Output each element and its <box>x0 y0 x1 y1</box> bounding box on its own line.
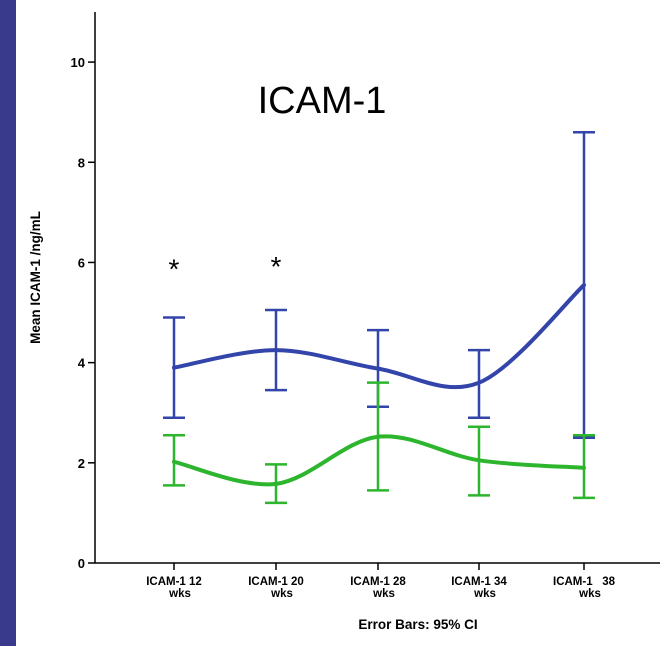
labels-layer: Mean ICAM-1 /ng/mL Error Bars: 95% CI ICAM… <box>28 80 478 632</box>
data-point <box>583 284 585 286</box>
data-point <box>478 459 480 461</box>
series-0 <box>163 130 595 440</box>
data-point <box>173 367 175 369</box>
x-tick-label: ICAM-1 20 wks <box>248 576 304 600</box>
data-point <box>275 349 277 351</box>
series-1 <box>163 381 595 505</box>
y-axis-title: Mean ICAM-1 /ng/mL <box>28 211 43 344</box>
y-tick-label: 0 <box>78 556 85 571</box>
data-point <box>377 368 379 370</box>
series-layer <box>163 130 595 505</box>
x-tick-label: ICAM-1 12 wks <box>146 576 202 600</box>
data-point <box>478 382 480 384</box>
data-point <box>583 467 585 469</box>
significance-marker: * <box>169 253 180 284</box>
error-bars-note: Error Bars: 95% CI <box>358 617 477 632</box>
y-tick-label: 4 <box>78 356 86 371</box>
y-tick-label: 8 <box>78 155 85 170</box>
data-point <box>173 461 175 463</box>
x-tick-label: ICAM-1 34 wks <box>451 576 507 600</box>
significance-marker: * <box>271 251 282 282</box>
slide: 0 2 4 6 8 10 ICAM-1 12 wks ICAM-1 20 wks ICAM-1 28… <box>16 0 660 646</box>
x-tick-label: ICAM-1 38 wks <box>553 576 616 600</box>
y-tick-label: 6 <box>78 255 85 270</box>
line-chart: 0 2 4 6 8 10 ICAM-1 12 wks ICAM-1 20 wks ICAM-1 28… <box>28 12 660 632</box>
data-point <box>377 436 379 438</box>
chart-axes: 0 2 4 6 8 10 ICAM-1 12 wks ICAM-1 20 wks ICAM-1 28… <box>71 12 660 600</box>
data-point <box>275 483 277 485</box>
chart-title: ICAM-1 <box>258 80 387 122</box>
y-tick-label: 10 <box>71 55 85 70</box>
y-tick-label: 2 <box>78 456 85 471</box>
x-tick-label: ICAM-1 28 wks <box>350 576 406 600</box>
